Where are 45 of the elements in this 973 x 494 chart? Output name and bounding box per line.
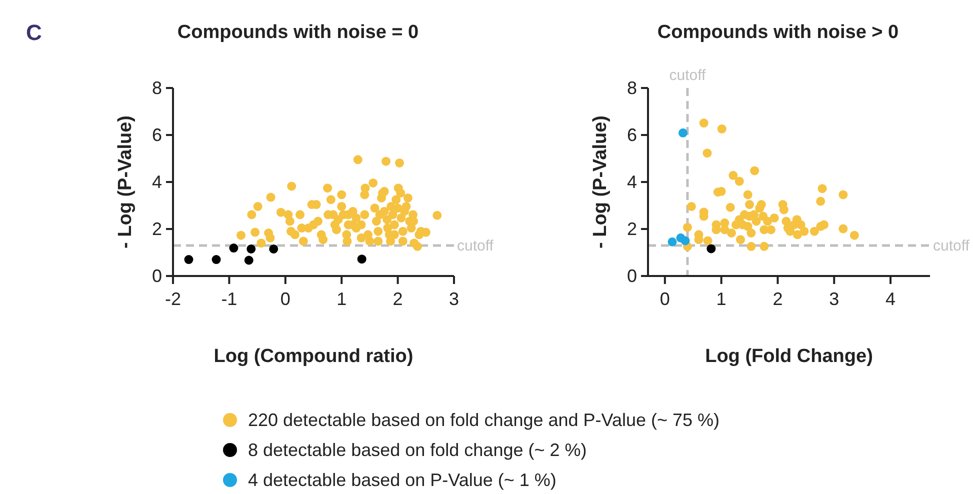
y-tick-label: 8 [626, 78, 637, 98]
legend-label: 8 detectable based on fold change (~ 2 %) [248, 440, 587, 460]
point [244, 256, 254, 265]
y-tick-label: 2 [152, 219, 162, 239]
point [680, 236, 690, 246]
x-tick-label: -1 [221, 289, 238, 309]
x-tick-label: 3 [448, 289, 460, 309]
y-tick-label: 0 [626, 266, 637, 286]
legend-label: 220 detectable based on fold change and P-Value (~ 75 %) [248, 410, 720, 430]
x-tick-label: 3 [829, 289, 840, 309]
ref-line-label: cutoff [457, 237, 494, 254]
x-tick-label: 2 [392, 289, 403, 309]
chart-title: Compounds with noise > 0 [657, 22, 899, 43]
point [706, 244, 716, 254]
x-tick-label: 1 [336, 289, 347, 309]
legend-label: 4 detectable based on P-Value (~ 1 %) [248, 470, 556, 490]
y-tick-label: 6 [626, 125, 637, 145]
ref-line-label: cutoff [933, 237, 970, 254]
x-axis-title: Log (Fold Change) [705, 346, 873, 367]
x-tick-label: -2 [164, 289, 182, 309]
point [357, 254, 366, 264]
point [269, 244, 278, 254]
x-tick-label: 0 [660, 289, 670, 309]
point [229, 244, 238, 253]
y-tick-label: 4 [152, 172, 162, 192]
x-tick-label: 1 [716, 289, 726, 309]
x-tick-label: 0 [280, 289, 290, 309]
point [678, 128, 688, 138]
chart-title: Compounds with noise = 0 [177, 22, 419, 43]
y-tick-label: 6 [152, 125, 162, 145]
point [184, 255, 194, 264]
point [668, 237, 677, 246]
y-axis-title: - Log (P-Value) [115, 116, 136, 248]
point [212, 255, 221, 264]
point [246, 244, 256, 254]
x-tick-label: 4 [886, 289, 896, 309]
ref-line-label: cutoff [669, 67, 707, 84]
y-tick-label: 8 [152, 78, 162, 98]
y-tick-label: 0 [152, 266, 162, 286]
x-tick-label: 2 [772, 289, 783, 309]
y-axis-title: - Log (P-Value) [590, 116, 611, 248]
text: C [26, 20, 42, 45]
x-axis-title: Log (Compound ratio) [214, 346, 414, 367]
y-tick-label: 2 [626, 219, 637, 239]
y-tick-label: 4 [626, 172, 637, 192]
